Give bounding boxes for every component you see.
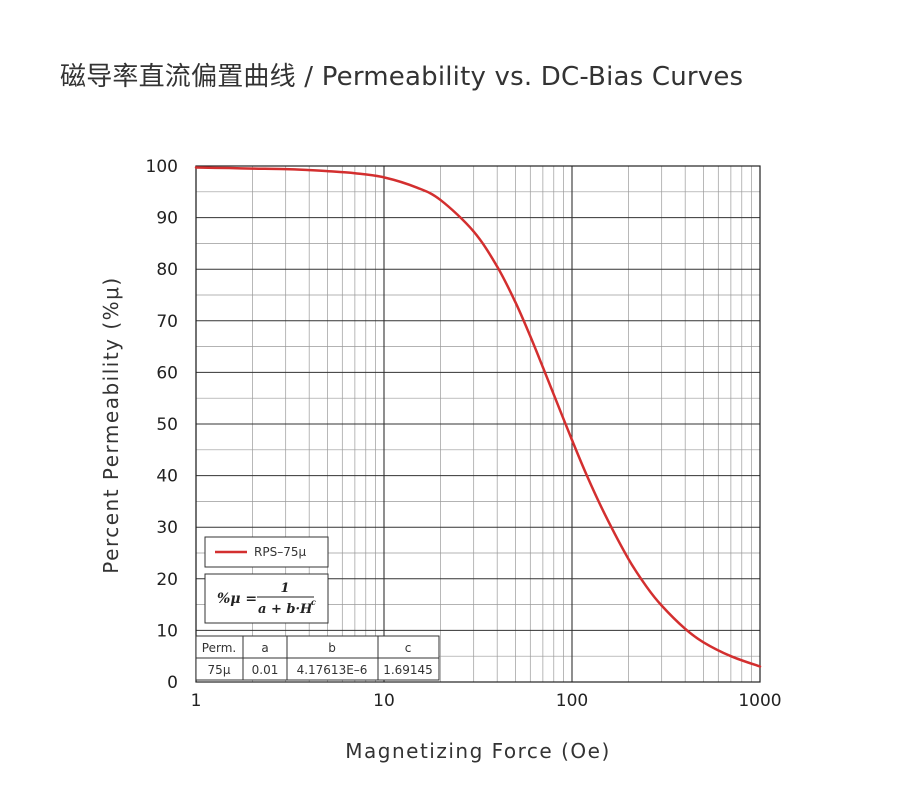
y-tick-label: 90 [156,209,178,229]
x-tick-label: 1000 [738,691,781,711]
table-header-c: c [405,641,412,655]
legend-label: RPS–75μ [254,545,306,559]
y-tick-label: 0 [167,673,178,693]
x-axis-label: Magnetizing Force (Oe) [345,739,611,763]
y-tick-label: 50 [156,415,178,435]
y-tick-label: 40 [156,467,178,487]
y-tick-label: 70 [156,312,178,332]
y-tick-labels: 0 10 20 30 40 50 60 70 80 90 100 [146,157,178,693]
y-axis-label: Percent Permeability (%μ) [99,276,123,573]
y-tick-label: 80 [156,260,178,280]
series-line [194,166,762,668]
table-cell-b: 4.17613E–6 [297,663,368,677]
formula-numerator: 1 [280,581,289,596]
formula-lhs: %μ = [217,591,257,607]
chart-title: 磁导率直流偏置曲线 / Permeability vs. DC-Bias Cur… [60,62,744,92]
plot-frame [195,165,761,683]
x-tick-label: 100 [556,691,588,711]
y-tick-label: 30 [156,518,178,538]
table-cell-perm: 75μ [208,663,231,677]
y-tick-label: 10 [156,621,178,641]
x-tick-label: 10 [373,691,395,711]
table-header-b: b [328,641,336,655]
table-header-perm: Perm. [202,641,236,655]
param-table: Perm. a b c 75μ 0.01 4.17613E–6 1.69145 [195,635,440,681]
formula-denominator: a + b·H [258,602,313,617]
formula-box: %μ = 1 a + b·H c [204,573,329,624]
formula-exponent: c [311,597,316,607]
x-tick-label: 1 [191,691,202,711]
y-tick-label: 20 [156,570,178,590]
table-cell-a: 0.01 [252,663,279,677]
table-cell-c: 1.69145 [383,663,433,677]
table-header-a: a [261,641,268,655]
x-tick-labels: 1 10 100 1000 [191,691,782,711]
y-tick-label: 60 [156,363,178,383]
legend: RPS–75μ [204,536,329,568]
y-tick-label: 100 [146,157,178,177]
